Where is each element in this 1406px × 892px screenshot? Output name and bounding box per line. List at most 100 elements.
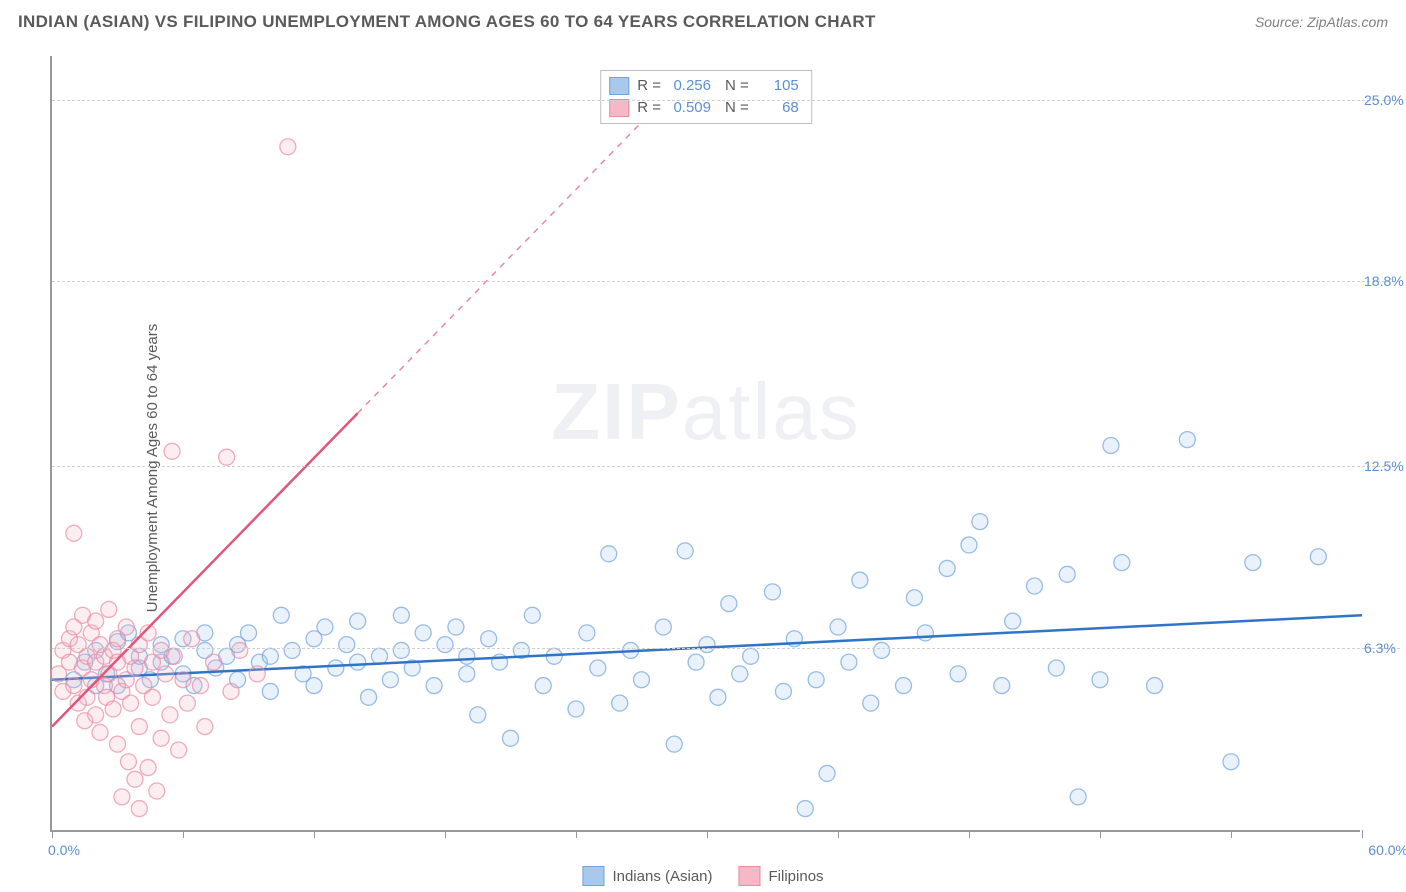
scatter-point-indians (808, 672, 824, 688)
y-tick-label: 25.0% (1364, 92, 1406, 108)
scatter-point-indians (1310, 549, 1326, 565)
scatter-point-indians (896, 678, 912, 694)
scatter-point-filipinos (192, 678, 208, 694)
legend-swatch-filipinos (739, 866, 761, 886)
scatter-point-filipinos (88, 707, 104, 723)
stats-legend: R =0.256N =105R =0.509N =68 (600, 70, 812, 124)
scatter-point-indians (765, 584, 781, 600)
scatter-point-indians (1179, 432, 1195, 448)
scatter-point-indians (241, 625, 257, 641)
chart-title: INDIAN (ASIAN) VS FILIPINO UNEMPLOYMENT … (18, 12, 876, 32)
scatter-point-indians (568, 701, 584, 717)
x-tick (445, 830, 446, 838)
scatter-point-indians (666, 736, 682, 752)
scatter-point-indians (1059, 566, 1075, 582)
scatter-point-filipinos (118, 619, 134, 635)
scatter-point-indians (961, 537, 977, 553)
scatter-point-filipinos (127, 771, 143, 787)
scatter-point-indians (906, 590, 922, 606)
source-credit: Source: ZipAtlas.com (1255, 14, 1388, 30)
legend-label-filipinos: Filipinos (769, 868, 824, 885)
scatter-point-indians (426, 678, 442, 694)
scatter-point-indians (994, 678, 1010, 694)
scatter-point-indians (1070, 789, 1086, 805)
scatter-point-filipinos (127, 660, 143, 676)
scatter-point-indians (350, 654, 366, 670)
scatter-point-indians (819, 765, 835, 781)
scatter-point-indians (917, 625, 933, 641)
scatter-point-filipinos (197, 719, 213, 735)
scatter-point-filipinos (223, 683, 239, 699)
scatter-point-filipinos (153, 730, 169, 746)
x-tick (314, 830, 315, 838)
scatter-point-indians (1103, 437, 1119, 453)
gridline-h (52, 648, 1400, 649)
scatter-point-filipinos (166, 648, 182, 664)
scatter-point-indians (950, 666, 966, 682)
scatter-point-indians (317, 619, 333, 635)
scatter-point-filipinos (171, 742, 187, 758)
scatter-point-indians (382, 672, 398, 688)
scatter-point-filipinos (219, 449, 235, 465)
scatter-point-indians (535, 678, 551, 694)
x-min-label: 0.0% (48, 842, 80, 858)
scatter-point-indians (470, 707, 486, 723)
scatter-point-filipinos (110, 736, 126, 752)
n-value: 105 (757, 75, 799, 97)
gridline-h (52, 281, 1400, 282)
scatter-point-indians (721, 596, 737, 612)
scatter-point-indians (852, 572, 868, 588)
scatter-point-indians (350, 613, 366, 629)
scatter-point-indians (655, 619, 671, 635)
x-tick (707, 830, 708, 838)
x-tick (1100, 830, 1101, 838)
scatter-point-filipinos (66, 525, 82, 541)
scatter-point-filipinos (280, 139, 296, 155)
scatter-point-indians (830, 619, 846, 635)
swatch-indians (609, 77, 629, 95)
scatter-point-filipinos (92, 724, 108, 740)
scatter-point-indians (393, 642, 409, 658)
stats-row-indians: R =0.256N =105 (609, 75, 799, 97)
scatter-point-indians (939, 560, 955, 576)
scatter-point-indians (677, 543, 693, 559)
scatter-point-indians (1223, 754, 1239, 770)
scatter-point-indians (524, 607, 540, 623)
scatter-point-indians (1092, 672, 1108, 688)
x-tick (52, 830, 53, 838)
scatter-point-filipinos (232, 642, 248, 658)
scatter-point-filipinos (184, 631, 200, 647)
scatter-point-filipinos (105, 701, 121, 717)
n-label: N = (725, 75, 749, 97)
scatter-point-indians (262, 648, 278, 664)
scatter-point-indians (448, 619, 464, 635)
scatter-point-indians (1114, 555, 1130, 571)
scatter-point-indians (1027, 578, 1043, 594)
scatter-point-indians (590, 660, 606, 676)
scatter-point-filipinos (131, 801, 147, 817)
scatter-point-indians (284, 642, 300, 658)
legend-swatch-indians (582, 866, 604, 886)
scatter-point-indians (688, 654, 704, 670)
scatter-point-indians (579, 625, 595, 641)
scatter-point-indians (775, 683, 791, 699)
chart-svg (52, 56, 1360, 830)
x-tick (183, 830, 184, 838)
scatter-point-indians (339, 637, 355, 653)
y-tick-label: 12.5% (1364, 458, 1406, 474)
scatter-point-indians (634, 672, 650, 688)
scatter-point-indians (273, 607, 289, 623)
scatter-point-indians (1147, 678, 1163, 694)
plot-wrap: Unemployment Among Ages 60 to 64 years Z… (0, 44, 1406, 892)
scatter-point-filipinos (114, 789, 130, 805)
scatter-point-indians (874, 642, 890, 658)
scatter-point-indians (393, 607, 409, 623)
chart-header: INDIAN (ASIAN) VS FILIPINO UNEMPLOYMENT … (0, 0, 1406, 44)
scatter-point-filipinos (131, 719, 147, 735)
trend-line-dashed-filipinos (358, 100, 664, 413)
scatter-point-indians (372, 648, 388, 664)
bottom-legend: Indians (Asian)Filipinos (582, 866, 823, 886)
scatter-point-filipinos (140, 760, 156, 776)
scatter-point-indians (612, 695, 628, 711)
scatter-point-filipinos (179, 695, 195, 711)
